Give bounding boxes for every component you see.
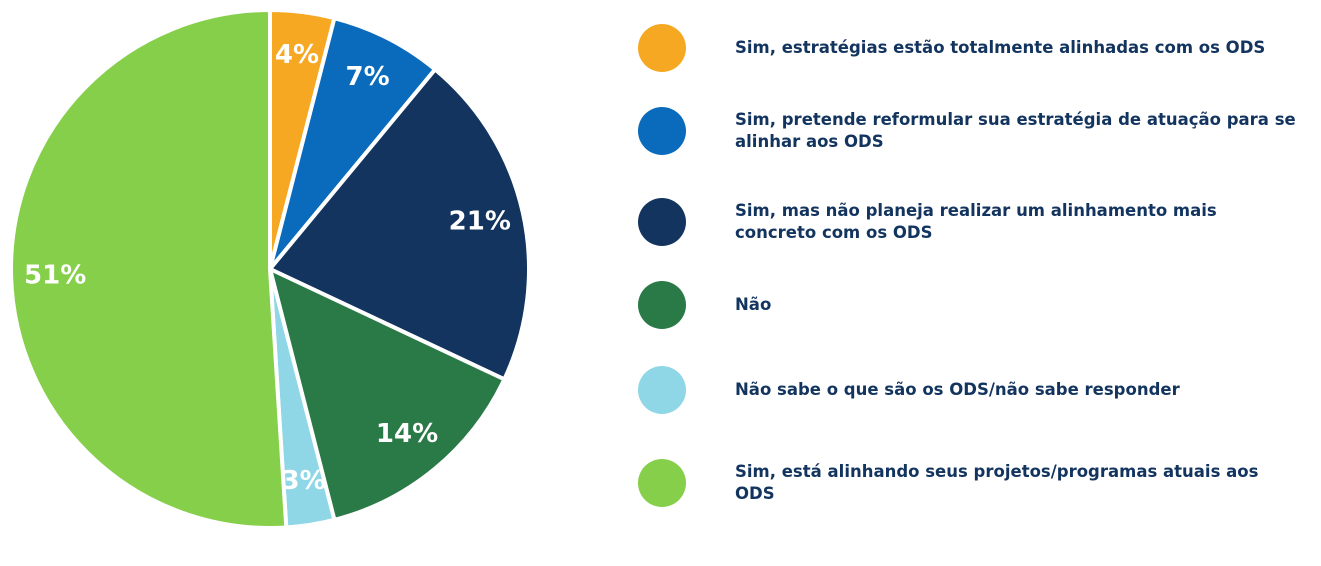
legend-swatch xyxy=(638,281,686,329)
legend-label: Sim, estratégias estão totalmente alinha… xyxy=(735,38,1266,57)
data-label: 3% xyxy=(282,466,326,496)
pie-slice xyxy=(9,8,289,530)
legend-item: Sim, mas não planeja realizar um alinham… xyxy=(638,198,1300,246)
legend-label: Sim, pretende reformular sua estratégia … xyxy=(735,110,1296,151)
legend-swatch xyxy=(638,459,686,507)
legend-label: Não xyxy=(735,295,772,314)
legend-label: Sim, mas não planeja realizar um alinham… xyxy=(735,201,1217,242)
pie: 4% 7% 21% 14% 3% 51% xyxy=(9,8,531,530)
legend-label: Sim, está alinhando seus projetos/progra… xyxy=(735,462,1259,503)
data-label: 21% xyxy=(449,207,511,237)
legend-item: Sim, pretende reformular sua estratégia … xyxy=(638,107,1300,155)
pie-slice xyxy=(268,267,507,522)
legend-item: Sim, está alinhando seus projetos/progra… xyxy=(638,459,1300,507)
pie-slice xyxy=(268,67,531,382)
legend-swatch xyxy=(638,24,686,72)
legend-swatch xyxy=(638,366,686,414)
legend-swatch xyxy=(638,198,686,246)
data-label: 14% xyxy=(376,419,438,449)
legend-item: Sim, estratégias estão totalmente alinha… xyxy=(638,24,1300,72)
pie-slice xyxy=(268,16,438,271)
legend-item: Não xyxy=(638,281,1300,329)
legend-item: Não sabe o que são os ODS/não sabe respo… xyxy=(638,366,1300,414)
data-label: 7% xyxy=(346,62,390,92)
data-label: 51% xyxy=(24,260,86,290)
data-label: 4% xyxy=(275,40,319,70)
legend-label: Não sabe o que são os ODS/não sabe respo… xyxy=(735,380,1180,399)
legend-swatch xyxy=(638,107,686,155)
